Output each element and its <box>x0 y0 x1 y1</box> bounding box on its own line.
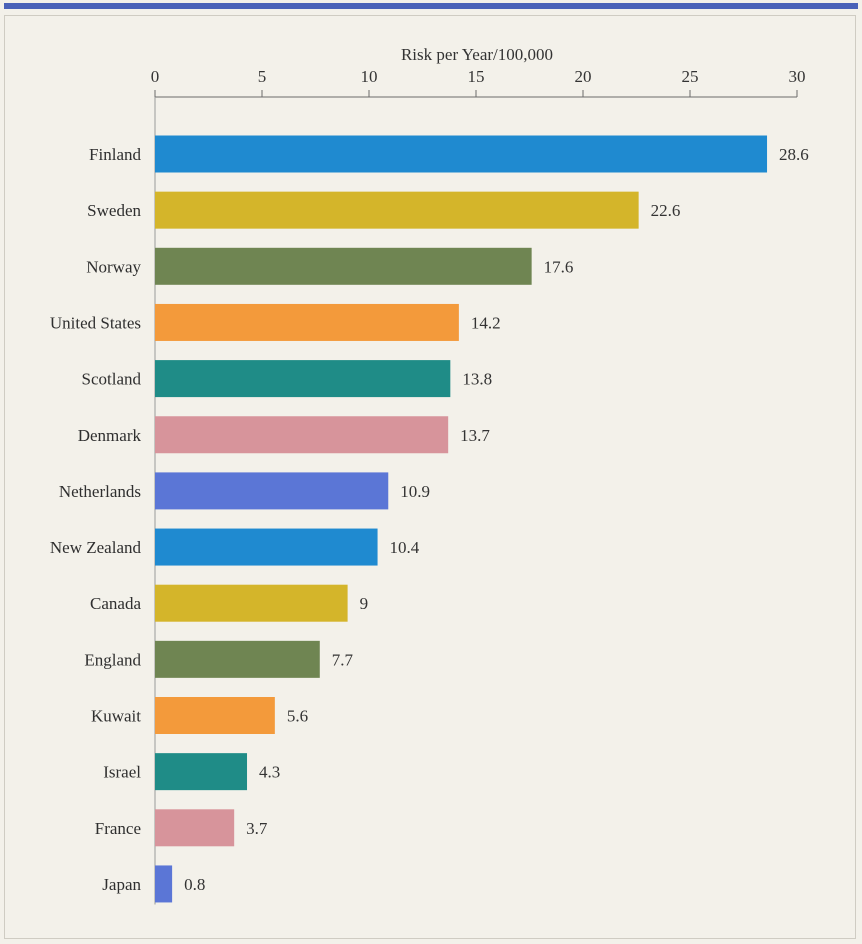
bar <box>155 416 449 454</box>
category-label: Finland <box>89 145 141 164</box>
x-tick-label: 5 <box>258 67 267 86</box>
bar <box>155 135 768 173</box>
category-label: England <box>84 650 141 669</box>
bars: Finland 28.6 Sweden 22.6 Norway 17.6 United St… <box>50 135 809 903</box>
x-tick-label: 30 <box>789 67 806 86</box>
bar <box>155 640 320 678</box>
x-tick-label: 0 <box>151 67 160 86</box>
bar <box>155 753 248 791</box>
x-axis-label: Risk per Year/100,000 <box>401 45 553 64</box>
bar <box>155 360 451 398</box>
bar <box>155 584 348 622</box>
category-label: Denmark <box>78 426 142 445</box>
bar <box>155 191 639 229</box>
bar <box>155 472 389 510</box>
x-tick-label: 20 <box>575 67 592 86</box>
bar <box>155 809 235 847</box>
value-label: 13.7 <box>460 426 490 445</box>
value-label: 5.6 <box>287 707 308 726</box>
category-label: Scotland <box>82 370 142 389</box>
x-tick-label: 15 <box>468 67 485 86</box>
bar <box>155 303 459 341</box>
category-label: Sweden <box>87 201 141 220</box>
value-label: 28.6 <box>779 145 809 164</box>
category-label: United States <box>50 313 141 332</box>
value-label: 7.7 <box>332 650 354 669</box>
value-label: 4.3 <box>259 763 280 782</box>
category-label: France <box>95 819 141 838</box>
category-label: New Zealand <box>50 538 142 557</box>
bar <box>155 247 532 285</box>
category-label: Canada <box>90 594 141 613</box>
bar <box>155 528 378 566</box>
value-label: 10.4 <box>390 538 420 557</box>
top-rule <box>4 3 858 9</box>
category-label: Kuwait <box>91 707 141 726</box>
bar <box>155 865 173 903</box>
value-label: 9 <box>360 594 369 613</box>
bar <box>155 697 275 734</box>
value-label: 3.7 <box>246 819 268 838</box>
category-label: Israel <box>103 763 141 782</box>
chart-panel <box>4 15 856 939</box>
x-tick-label: 10 <box>361 67 378 86</box>
category-label: Netherlands <box>59 482 141 501</box>
value-label: 22.6 <box>651 201 681 220</box>
value-label: 17.6 <box>544 257 574 276</box>
value-label: 0.8 <box>184 875 205 894</box>
x-tick-label: 25 <box>682 67 699 86</box>
value-label: 13.8 <box>462 370 492 389</box>
category-label: Norway <box>86 257 141 276</box>
value-label: 10.9 <box>400 482 430 501</box>
value-label: 14.2 <box>471 313 501 332</box>
category-label: Japan <box>102 875 141 894</box>
